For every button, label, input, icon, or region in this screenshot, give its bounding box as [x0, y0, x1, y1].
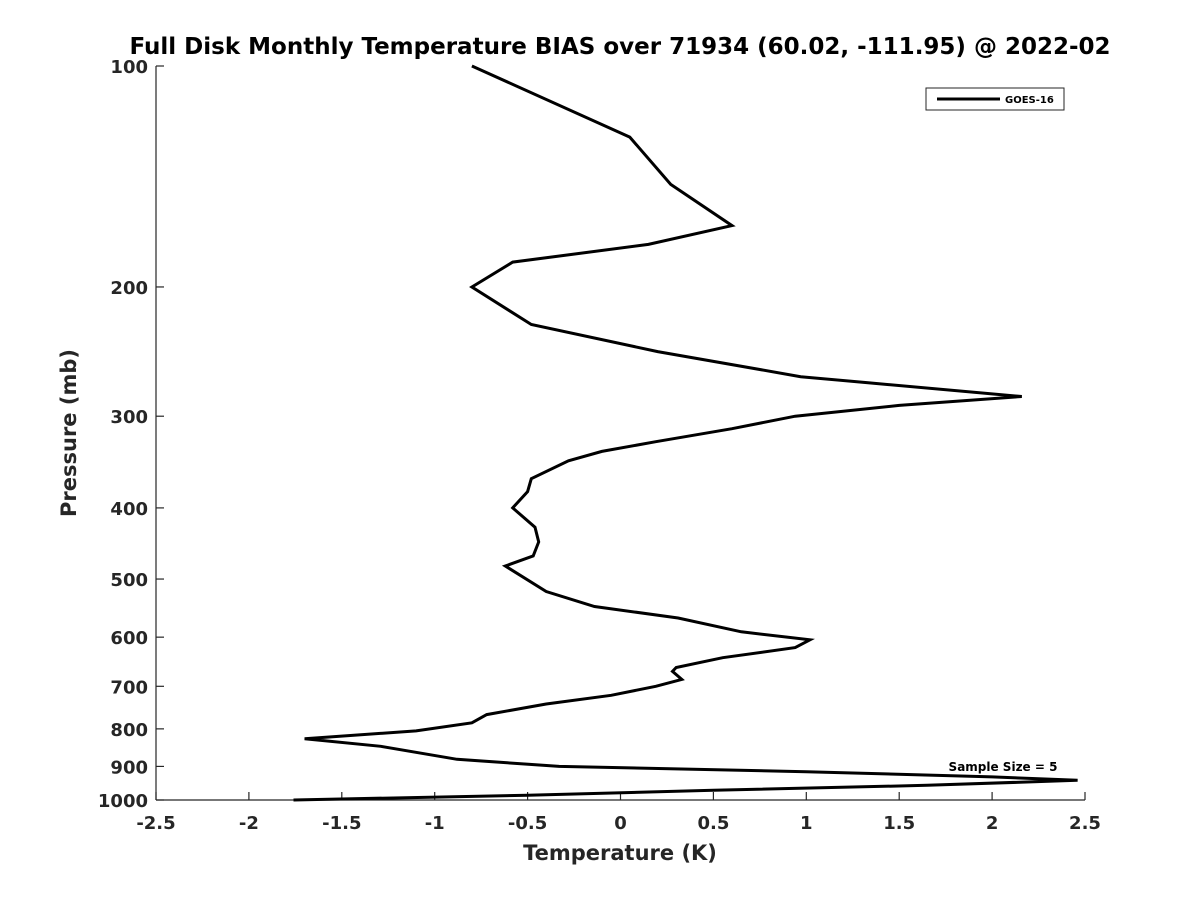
- x-tick-label: 1: [800, 813, 813, 834]
- plot-area: -2.5 -2 -1.5 -1 -0.5 0 0.5 1 1.5 2 2.5 100 200 300 40…: [98, 57, 1101, 834]
- y-tick-label: 200: [110, 278, 148, 299]
- legend: GOES-16: [925, 87, 1065, 111]
- x-tick-label: 0.5: [697, 813, 729, 834]
- series-group: [293, 64, 1078, 802]
- y-tick-label: 500: [110, 570, 148, 591]
- x-tick-label: -0.5: [508, 813, 547, 834]
- sample-size-annotation: Sample Size = 5: [949, 760, 1058, 774]
- y-tick-label: 300: [110, 407, 148, 428]
- x-axis-label: Temperature (K): [523, 841, 717, 865]
- y-ticks: 100 200 300 400 500 600 700 800 900 1000: [98, 57, 164, 812]
- y-tick-label: 400: [110, 499, 148, 520]
- y-axis-label: Pressure (mb): [57, 349, 81, 517]
- x-tick-label: -1: [425, 813, 445, 834]
- y-tick-label: 1000: [98, 791, 148, 812]
- x-tick-label: -1.5: [322, 813, 361, 834]
- x-tick-label: 1.5: [883, 813, 915, 834]
- x-tick-label: -2: [239, 813, 259, 834]
- y-tick-label: 900: [110, 757, 148, 778]
- x-ticks: -2.5 -2 -1.5 -1 -0.5 0 0.5 1 1.5 2 2.5: [136, 792, 1101, 834]
- legend-label-goes-16: GOES-16: [1005, 95, 1054, 106]
- chart-title: Full Disk Monthly Temperature BIAS over …: [129, 34, 1110, 60]
- x-tick-label: 0: [614, 813, 627, 834]
- x-tick-label: -2.5: [136, 813, 175, 834]
- y-tick-label: 600: [110, 628, 148, 649]
- y-tick-label: 100: [110, 57, 148, 78]
- x-tick-label: 2.5: [1069, 813, 1101, 834]
- y-tick-label: 800: [110, 720, 148, 741]
- series-line-goes-16: [293, 64, 1078, 802]
- y-tick-label: 700: [110, 677, 148, 698]
- x-tick-label: 2: [986, 813, 999, 834]
